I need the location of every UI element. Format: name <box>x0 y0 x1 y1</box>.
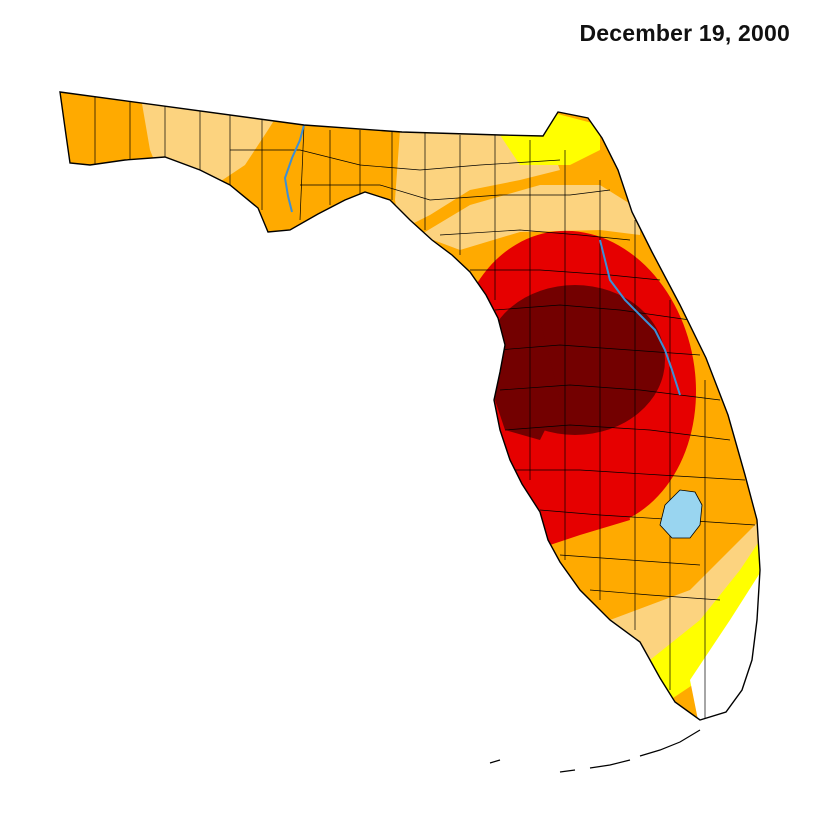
st-johns-river <box>599 239 681 396</box>
lake-okeechobee <box>659 489 703 539</box>
moderate-zone-south <box>610 520 760 680</box>
exceptional-zone-coast <box>495 320 560 440</box>
florida-keys <box>489 729 701 773</box>
dry-zone-southeast <box>650 540 760 700</box>
map-title: December 19, 2000 <box>579 20 790 46</box>
county-lines <box>94 95 756 720</box>
florida-outline <box>59 91 761 721</box>
none-zone-southeast <box>690 565 760 720</box>
apalachicola-river <box>283 124 305 213</box>
